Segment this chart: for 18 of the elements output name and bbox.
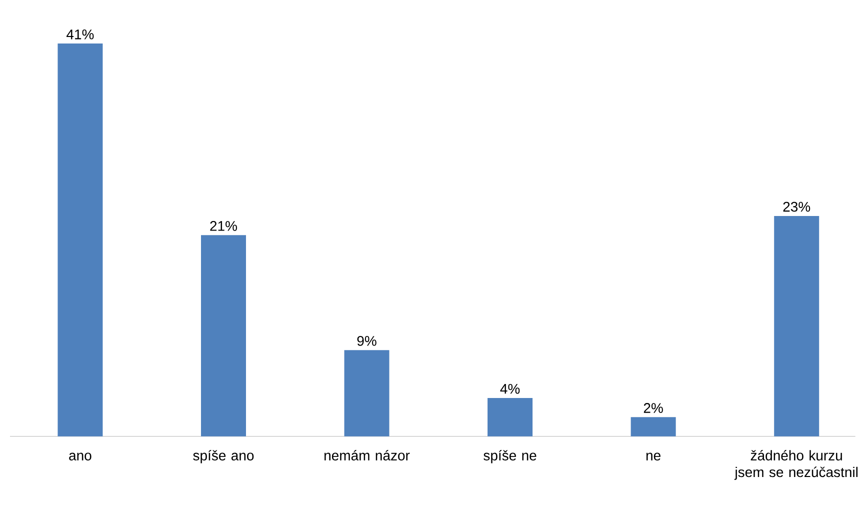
x-tick-label: ne bbox=[646, 452, 660, 460]
x-tick-label: spíše ano bbox=[193, 450, 254, 464]
data-label: 23% bbox=[783, 202, 810, 212]
data-label: 9% bbox=[357, 336, 376, 346]
x-tick-label: spíše ne bbox=[484, 450, 536, 464]
data-label: 4% bbox=[500, 384, 520, 394]
data-label: 21% bbox=[210, 221, 237, 231]
bar bbox=[774, 216, 820, 436]
bar bbox=[344, 350, 390, 436]
bar bbox=[58, 44, 103, 436]
data-label: 2% bbox=[644, 403, 663, 413]
bar bbox=[200, 235, 246, 436]
x-tick-label: nemám názor bbox=[324, 450, 410, 460]
x-tick-label: žádného kurzu jsem se nezúčastnil bbox=[734, 450, 858, 480]
bar bbox=[630, 417, 676, 436]
data-label: 41% bbox=[66, 29, 94, 40]
x-tick-label: ano bbox=[69, 452, 92, 460]
bar bbox=[488, 398, 533, 436]
